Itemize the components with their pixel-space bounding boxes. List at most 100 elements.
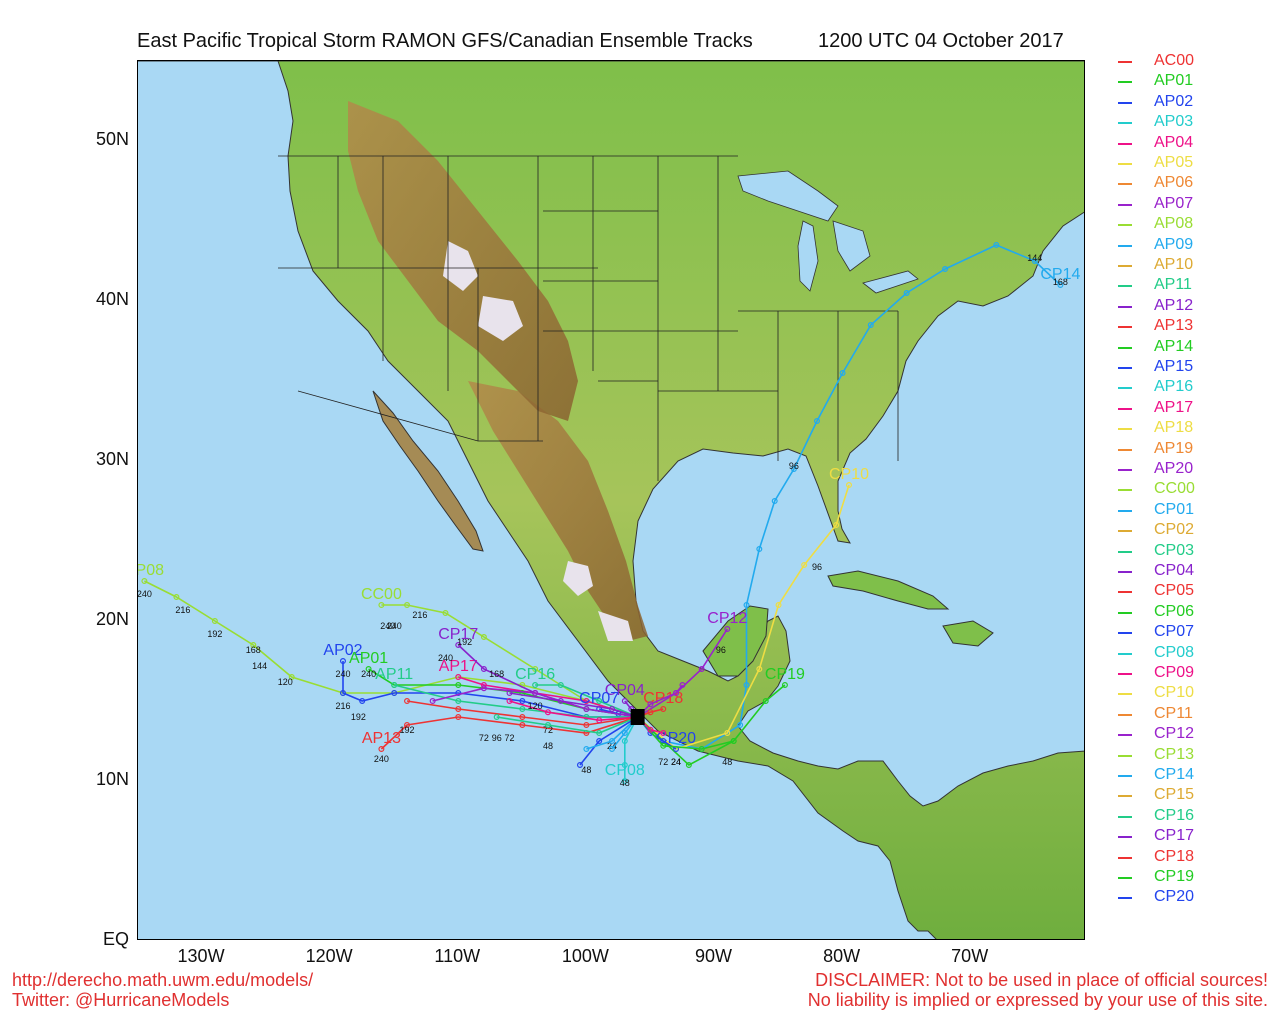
legend-label: CP16 — [1154, 806, 1195, 824]
legend-item: AP18 — [1118, 419, 1278, 439]
track-point — [519, 697, 526, 704]
legend-item: CP02 — [1118, 521, 1278, 541]
legend-label: CP01 — [1154, 500, 1195, 518]
legend-label: AP17 — [1154, 398, 1194, 416]
legend-swatch — [1118, 203, 1132, 206]
legend-swatch — [1118, 713, 1132, 716]
legend-swatch — [1118, 877, 1132, 879]
forecast-hour-label: 48 — [620, 778, 630, 788]
legend-label: AP15 — [1154, 358, 1194, 375]
legend-swatch — [1118, 795, 1132, 798]
lon-label: 70W — [951, 946, 989, 966]
track-end-label: AP01 — [349, 650, 388, 667]
track-end-label: CP12 — [707, 610, 747, 627]
track-line — [579, 716, 639, 766]
forecast-hour-label: 24 — [671, 757, 681, 767]
legend-item: AP06 — [1118, 174, 1278, 194]
forecast-hour-label: 192 — [351, 712, 366, 722]
track-point — [583, 745, 590, 752]
forecast-hour-label: 72 — [505, 733, 515, 743]
forecast-hour-label: 96 — [812, 562, 822, 572]
track-point — [724, 729, 731, 736]
forecast-hour-label: 144 — [252, 661, 267, 671]
map-frame[interactable]: 96 144 168 CP14 96 CP10 96 CP12 48 CP19 120 144 168 1… — [137, 60, 1085, 940]
track-ap12: 72 — [506, 689, 641, 735]
legend-swatch — [1118, 224, 1132, 227]
snow-patch — [598, 611, 633, 641]
forecast-hour-label: 48 — [543, 741, 553, 751]
track-end-label: CP16 — [515, 666, 555, 683]
track-point — [685, 761, 692, 768]
track-point — [724, 625, 731, 632]
track-point — [660, 705, 667, 712]
track-point — [532, 665, 539, 672]
forecast-hour-label: 240 — [335, 669, 350, 679]
track-point — [813, 418, 820, 425]
map-svg — [138, 61, 1084, 939]
legend-label: CP13 — [1154, 745, 1195, 763]
track-point — [762, 697, 769, 704]
legend-label: AP08 — [1154, 215, 1194, 233]
track-point — [455, 641, 462, 648]
lake-huron — [832, 220, 871, 272]
track-point — [339, 689, 346, 696]
forecast-hour-label: 240 — [138, 589, 152, 599]
track-point — [839, 370, 846, 377]
legend-swatch — [1118, 367, 1132, 369]
track-line — [380, 716, 638, 750]
legend-item: CC00 — [1118, 480, 1278, 500]
legend-label: AP07 — [1154, 194, 1194, 212]
legend-swatch — [1118, 326, 1132, 329]
track-point — [801, 562, 808, 569]
track-point — [775, 601, 782, 608]
track-point — [480, 665, 487, 672]
legend-item: CP06 — [1118, 603, 1278, 623]
baja-california — [372, 390, 484, 552]
track-point — [993, 242, 1000, 249]
legend-label: CP04 — [1154, 562, 1195, 579]
track-point — [743, 681, 750, 688]
legend-swatch — [1118, 387, 1132, 390]
lon-label: 80W — [823, 946, 861, 966]
legend-swatch — [1118, 591, 1132, 594]
forecast-hour-label: 240 — [387, 621, 402, 631]
legend-item: CP16 — [1118, 807, 1278, 827]
track-line — [586, 716, 639, 750]
legend-label: CP03 — [1154, 541, 1195, 559]
track-point — [867, 322, 874, 329]
lake-erie — [862, 270, 919, 294]
track-point — [557, 697, 564, 704]
track-point — [455, 705, 462, 712]
legend-label: AP19 — [1154, 439, 1194, 457]
footer-url[interactable]: http://derecho.math.uwm.edu/models/ — [12, 970, 314, 990]
track-point — [833, 522, 840, 529]
track-point — [576, 761, 583, 768]
legend-item: AP11 — [1118, 276, 1278, 296]
snow-patch — [443, 241, 478, 291]
track-point — [621, 761, 628, 768]
legend-item: AP13 — [1118, 317, 1278, 337]
lon-label: 130W — [177, 946, 225, 966]
footer-disclaimer-2: No liability is implied or expressed by … — [807, 990, 1268, 1010]
forecast-hour-label: 72 — [658, 757, 668, 767]
legend-label: AP04 — [1154, 133, 1194, 151]
track-point — [583, 705, 590, 712]
forecast-hour-label: 216 — [335, 701, 350, 711]
legend-swatch — [1118, 734, 1132, 737]
legend-label: AP10 — [1154, 256, 1194, 273]
track-line — [535, 684, 638, 718]
legend-item: AP04 — [1118, 134, 1278, 154]
track-end-label: CP04 — [605, 682, 645, 699]
forecast-hour-label: 144 — [1027, 253, 1042, 263]
forecast-hour-label: 48 — [722, 757, 732, 767]
forecast-hour-label: 192 — [400, 725, 415, 735]
legend-item: CP05 — [1118, 582, 1278, 602]
legend-label: AP02 — [1154, 92, 1194, 110]
forecast-hour-label: 96 — [716, 645, 726, 655]
footer-twitter[interactable]: Twitter: @HurricaneModels — [12, 990, 230, 1010]
track-end-label: CP17 — [438, 626, 478, 643]
forecast-hour-label: 96 — [789, 461, 799, 471]
track-point — [583, 697, 590, 704]
legend-item: AP15 — [1118, 358, 1278, 378]
